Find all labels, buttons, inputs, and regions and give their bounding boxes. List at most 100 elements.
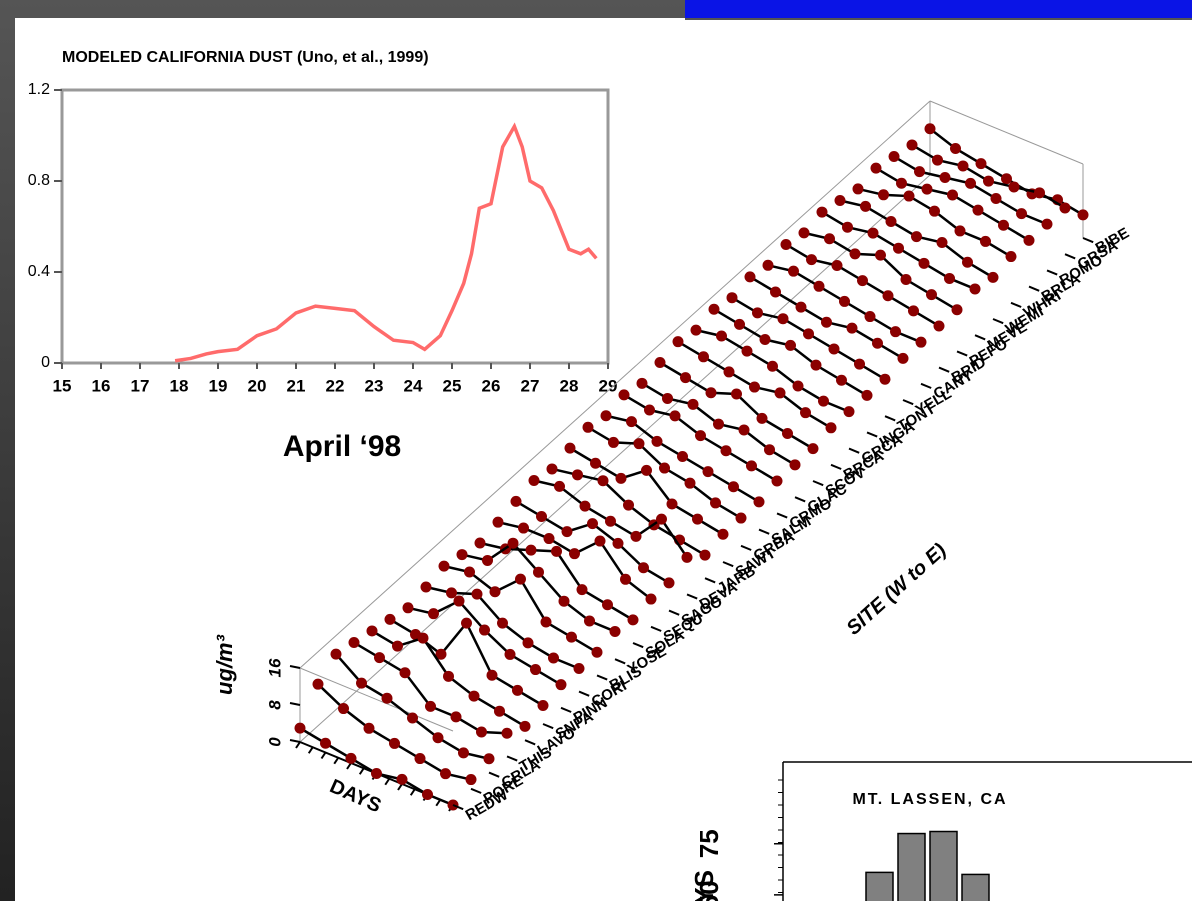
site-point bbox=[1042, 219, 1053, 230]
site-point bbox=[346, 753, 357, 764]
x-tick-label: 21 bbox=[287, 376, 306, 395]
site-point bbox=[598, 475, 609, 486]
site-point bbox=[520, 721, 531, 732]
site-point bbox=[790, 459, 801, 470]
site-point bbox=[947, 189, 958, 200]
site-point bbox=[538, 700, 549, 711]
site-point bbox=[916, 337, 927, 348]
site-point bbox=[392, 641, 403, 652]
site-point bbox=[736, 513, 747, 524]
site-point bbox=[782, 428, 793, 439]
z-tick-label: 0 bbox=[265, 737, 284, 747]
site-point bbox=[746, 460, 757, 471]
site-point bbox=[713, 419, 724, 430]
site-point bbox=[634, 438, 645, 449]
site-point bbox=[817, 207, 828, 218]
site-point bbox=[320, 738, 331, 749]
site-point bbox=[338, 703, 349, 714]
site-point bbox=[893, 243, 904, 254]
site-point bbox=[710, 497, 721, 508]
site-point bbox=[904, 191, 915, 202]
site-point bbox=[464, 567, 475, 578]
site-point bbox=[367, 625, 378, 636]
site-point bbox=[703, 466, 714, 477]
site-point bbox=[1024, 235, 1035, 246]
site-point bbox=[548, 652, 559, 663]
site-point bbox=[937, 237, 948, 248]
site-point bbox=[556, 679, 567, 690]
site-point bbox=[487, 670, 498, 681]
site-point bbox=[584, 615, 595, 626]
site-point bbox=[691, 325, 702, 336]
site-point bbox=[958, 160, 969, 171]
site-point bbox=[475, 538, 486, 549]
site-point bbox=[502, 728, 513, 739]
site-point bbox=[407, 712, 418, 723]
site-point bbox=[788, 266, 799, 277]
site-point bbox=[446, 587, 457, 598]
site-point bbox=[853, 183, 864, 194]
site-point bbox=[826, 422, 837, 433]
site-point bbox=[700, 550, 711, 561]
site-point bbox=[610, 626, 621, 637]
site-point bbox=[871, 163, 882, 174]
site-point bbox=[952, 304, 963, 315]
site-point bbox=[731, 389, 742, 400]
site-point bbox=[862, 390, 873, 401]
site-point bbox=[727, 292, 738, 303]
site-point bbox=[800, 407, 811, 418]
site-point bbox=[835, 195, 846, 206]
site-point bbox=[706, 387, 717, 398]
x-tick-label: 26 bbox=[482, 376, 501, 395]
site-point bbox=[721, 445, 732, 456]
site-point bbox=[955, 225, 966, 236]
site-point bbox=[515, 574, 526, 585]
x-tick-label: 19 bbox=[209, 376, 228, 395]
site-point bbox=[425, 701, 436, 712]
site-point bbox=[709, 304, 720, 315]
site-point bbox=[814, 281, 825, 292]
site-point bbox=[559, 596, 570, 607]
panel bbox=[15, 20, 1192, 901]
bar bbox=[930, 832, 957, 901]
site-point bbox=[754, 496, 765, 507]
site-point bbox=[688, 399, 699, 410]
site-point bbox=[847, 323, 858, 334]
z-tick-label: 16 bbox=[265, 658, 284, 677]
site-point bbox=[562, 526, 573, 537]
site-point bbox=[890, 326, 901, 337]
y-tick-label: 0.8 bbox=[28, 172, 50, 189]
site-point bbox=[508, 538, 519, 549]
site-point bbox=[991, 193, 1002, 204]
site-point bbox=[1006, 251, 1017, 262]
site-point bbox=[646, 594, 657, 605]
x-tick-label: 17 bbox=[131, 376, 150, 395]
site-point bbox=[724, 366, 735, 377]
site-point bbox=[983, 176, 994, 187]
site-point bbox=[907, 139, 918, 150]
site-point bbox=[389, 738, 400, 749]
bar bbox=[962, 874, 989, 901]
site-point bbox=[901, 274, 912, 285]
slide: MODELED CALIFORNIA DUST (Uno, et al., 19… bbox=[0, 0, 1192, 901]
site-point bbox=[880, 374, 891, 385]
site-point bbox=[466, 774, 477, 785]
site-point bbox=[962, 257, 973, 268]
site-point bbox=[698, 351, 709, 362]
site-point bbox=[490, 586, 501, 597]
site-point bbox=[415, 753, 426, 764]
y-tick-label: 0.4 bbox=[28, 263, 50, 280]
site-point bbox=[764, 444, 775, 455]
site-point bbox=[482, 555, 493, 566]
site-point bbox=[656, 514, 667, 525]
site-point bbox=[620, 574, 631, 585]
site-point bbox=[865, 311, 876, 322]
site-point bbox=[742, 346, 753, 357]
site-point bbox=[929, 206, 940, 217]
site-point bbox=[440, 768, 451, 779]
site-point bbox=[439, 561, 450, 572]
site-point bbox=[371, 768, 382, 779]
site-point bbox=[875, 250, 886, 261]
site-point bbox=[652, 436, 663, 447]
x-tick-label: 22 bbox=[326, 376, 345, 395]
